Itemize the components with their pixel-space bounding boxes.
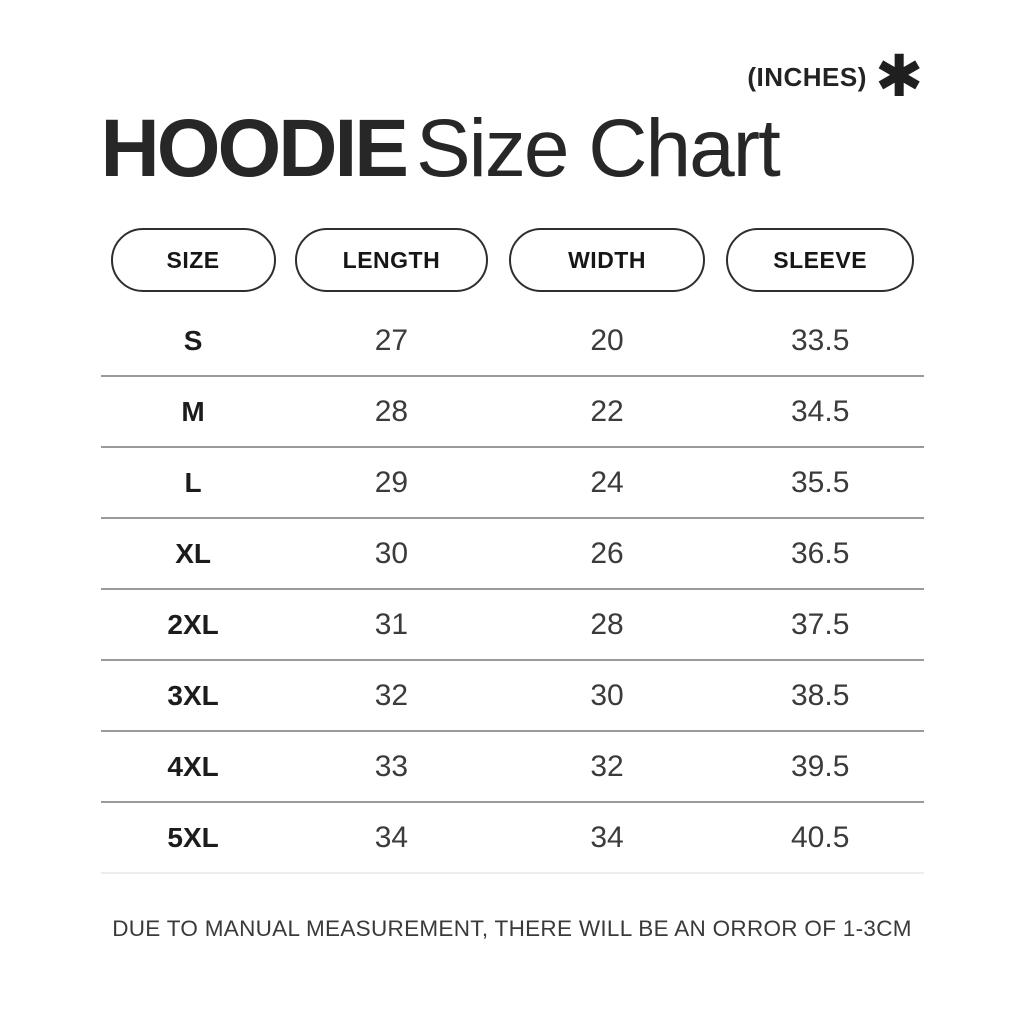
cell-length: 33 bbox=[374, 749, 409, 783]
asterisk-icon: ✱ bbox=[874, 44, 924, 109]
cell-sleeve: 40.5 bbox=[790, 820, 850, 854]
cell-length: 34 bbox=[374, 820, 409, 854]
cell-width: 32 bbox=[590, 749, 624, 783]
table-row: M 28 22 34.5 bbox=[100, 377, 924, 449]
table-row: 4XL 33 32 39.5 bbox=[100, 732, 924, 804]
units-label: (INCHES) bbox=[747, 61, 867, 92]
measurement-note: DUE TO MANUAL MEASUREMENT, THERE WILL BE… bbox=[112, 916, 912, 942]
cell-sleeve: 37.5 bbox=[790, 607, 850, 641]
table-row: XL 30 26 36.5 bbox=[100, 519, 924, 591]
column-header-sleeve: SLEEVE bbox=[726, 228, 915, 293]
column-header-row: SIZE LENGTH WIDTH SLEEVE bbox=[101, 228, 924, 293]
cell-width: 30 bbox=[590, 678, 624, 712]
column-header-wrap: WIDTH bbox=[497, 228, 717, 293]
cell-sleeve: 35.5 bbox=[790, 465, 850, 499]
size-chart-page: (INCHES) ✱ HOODIE Size Chart SIZE LENGTH … bbox=[100, 0, 924, 942]
column-header-wrap: SLEEVE bbox=[717, 228, 924, 293]
units-row: (INCHES) ✱ bbox=[101, 44, 924, 109]
cell-size: 4XL bbox=[167, 750, 219, 782]
title-suffix: Size Chart bbox=[415, 103, 781, 194]
cell-width: 34 bbox=[590, 820, 624, 854]
cell-sleeve: 38.5 bbox=[790, 678, 850, 712]
page-title: HOODIE Size Chart bbox=[100, 103, 924, 194]
title-product-name: HOODIE bbox=[100, 103, 409, 194]
table-row: 3XL 32 30 38.5 bbox=[100, 661, 924, 733]
cell-length: 31 bbox=[374, 607, 409, 641]
cell-size: 5XL bbox=[167, 821, 219, 853]
table-row: 5XL 34 34 40.5 bbox=[100, 803, 924, 875]
table-row: S 27 20 33.5 bbox=[100, 306, 924, 378]
cell-size: M bbox=[181, 395, 205, 427]
cell-sleeve: 39.5 bbox=[790, 749, 850, 783]
cell-width: 22 bbox=[590, 394, 624, 428]
column-header-size: SIZE bbox=[110, 228, 276, 293]
column-header-wrap: SIZE bbox=[101, 228, 286, 293]
column-header-length: LENGTH bbox=[294, 228, 488, 293]
cell-sleeve: 34.5 bbox=[790, 394, 850, 428]
cell-length: 29 bbox=[374, 465, 409, 499]
cell-sleeve: 33.5 bbox=[790, 323, 850, 357]
cell-width: 20 bbox=[590, 323, 624, 357]
column-header-width: WIDTH bbox=[509, 228, 706, 293]
cell-width: 24 bbox=[590, 465, 624, 499]
cell-size: 3XL bbox=[167, 679, 219, 711]
cell-length: 27 bbox=[374, 323, 409, 357]
column-header-wrap: LENGTH bbox=[286, 228, 498, 293]
cell-length: 28 bbox=[374, 394, 409, 428]
cell-length: 30 bbox=[374, 536, 409, 570]
table-row: 2XL 31 28 37.5 bbox=[100, 590, 924, 662]
cell-sleeve: 36.5 bbox=[790, 536, 850, 570]
cell-size: XL bbox=[175, 537, 211, 569]
cell-size: L bbox=[184, 466, 202, 498]
size-table-body: S 27 20 33.5 M 28 22 34.5 L 29 24 35.5 XL 30 26 36.5 2XL… bbox=[100, 306, 924, 875]
cell-width: 26 bbox=[590, 536, 624, 570]
cell-width: 28 bbox=[590, 607, 624, 641]
table-row: L 29 24 35.5 bbox=[100, 448, 924, 520]
cell-length: 32 bbox=[374, 678, 409, 712]
cell-size: 2XL bbox=[167, 608, 219, 640]
cell-size: S bbox=[183, 324, 203, 356]
